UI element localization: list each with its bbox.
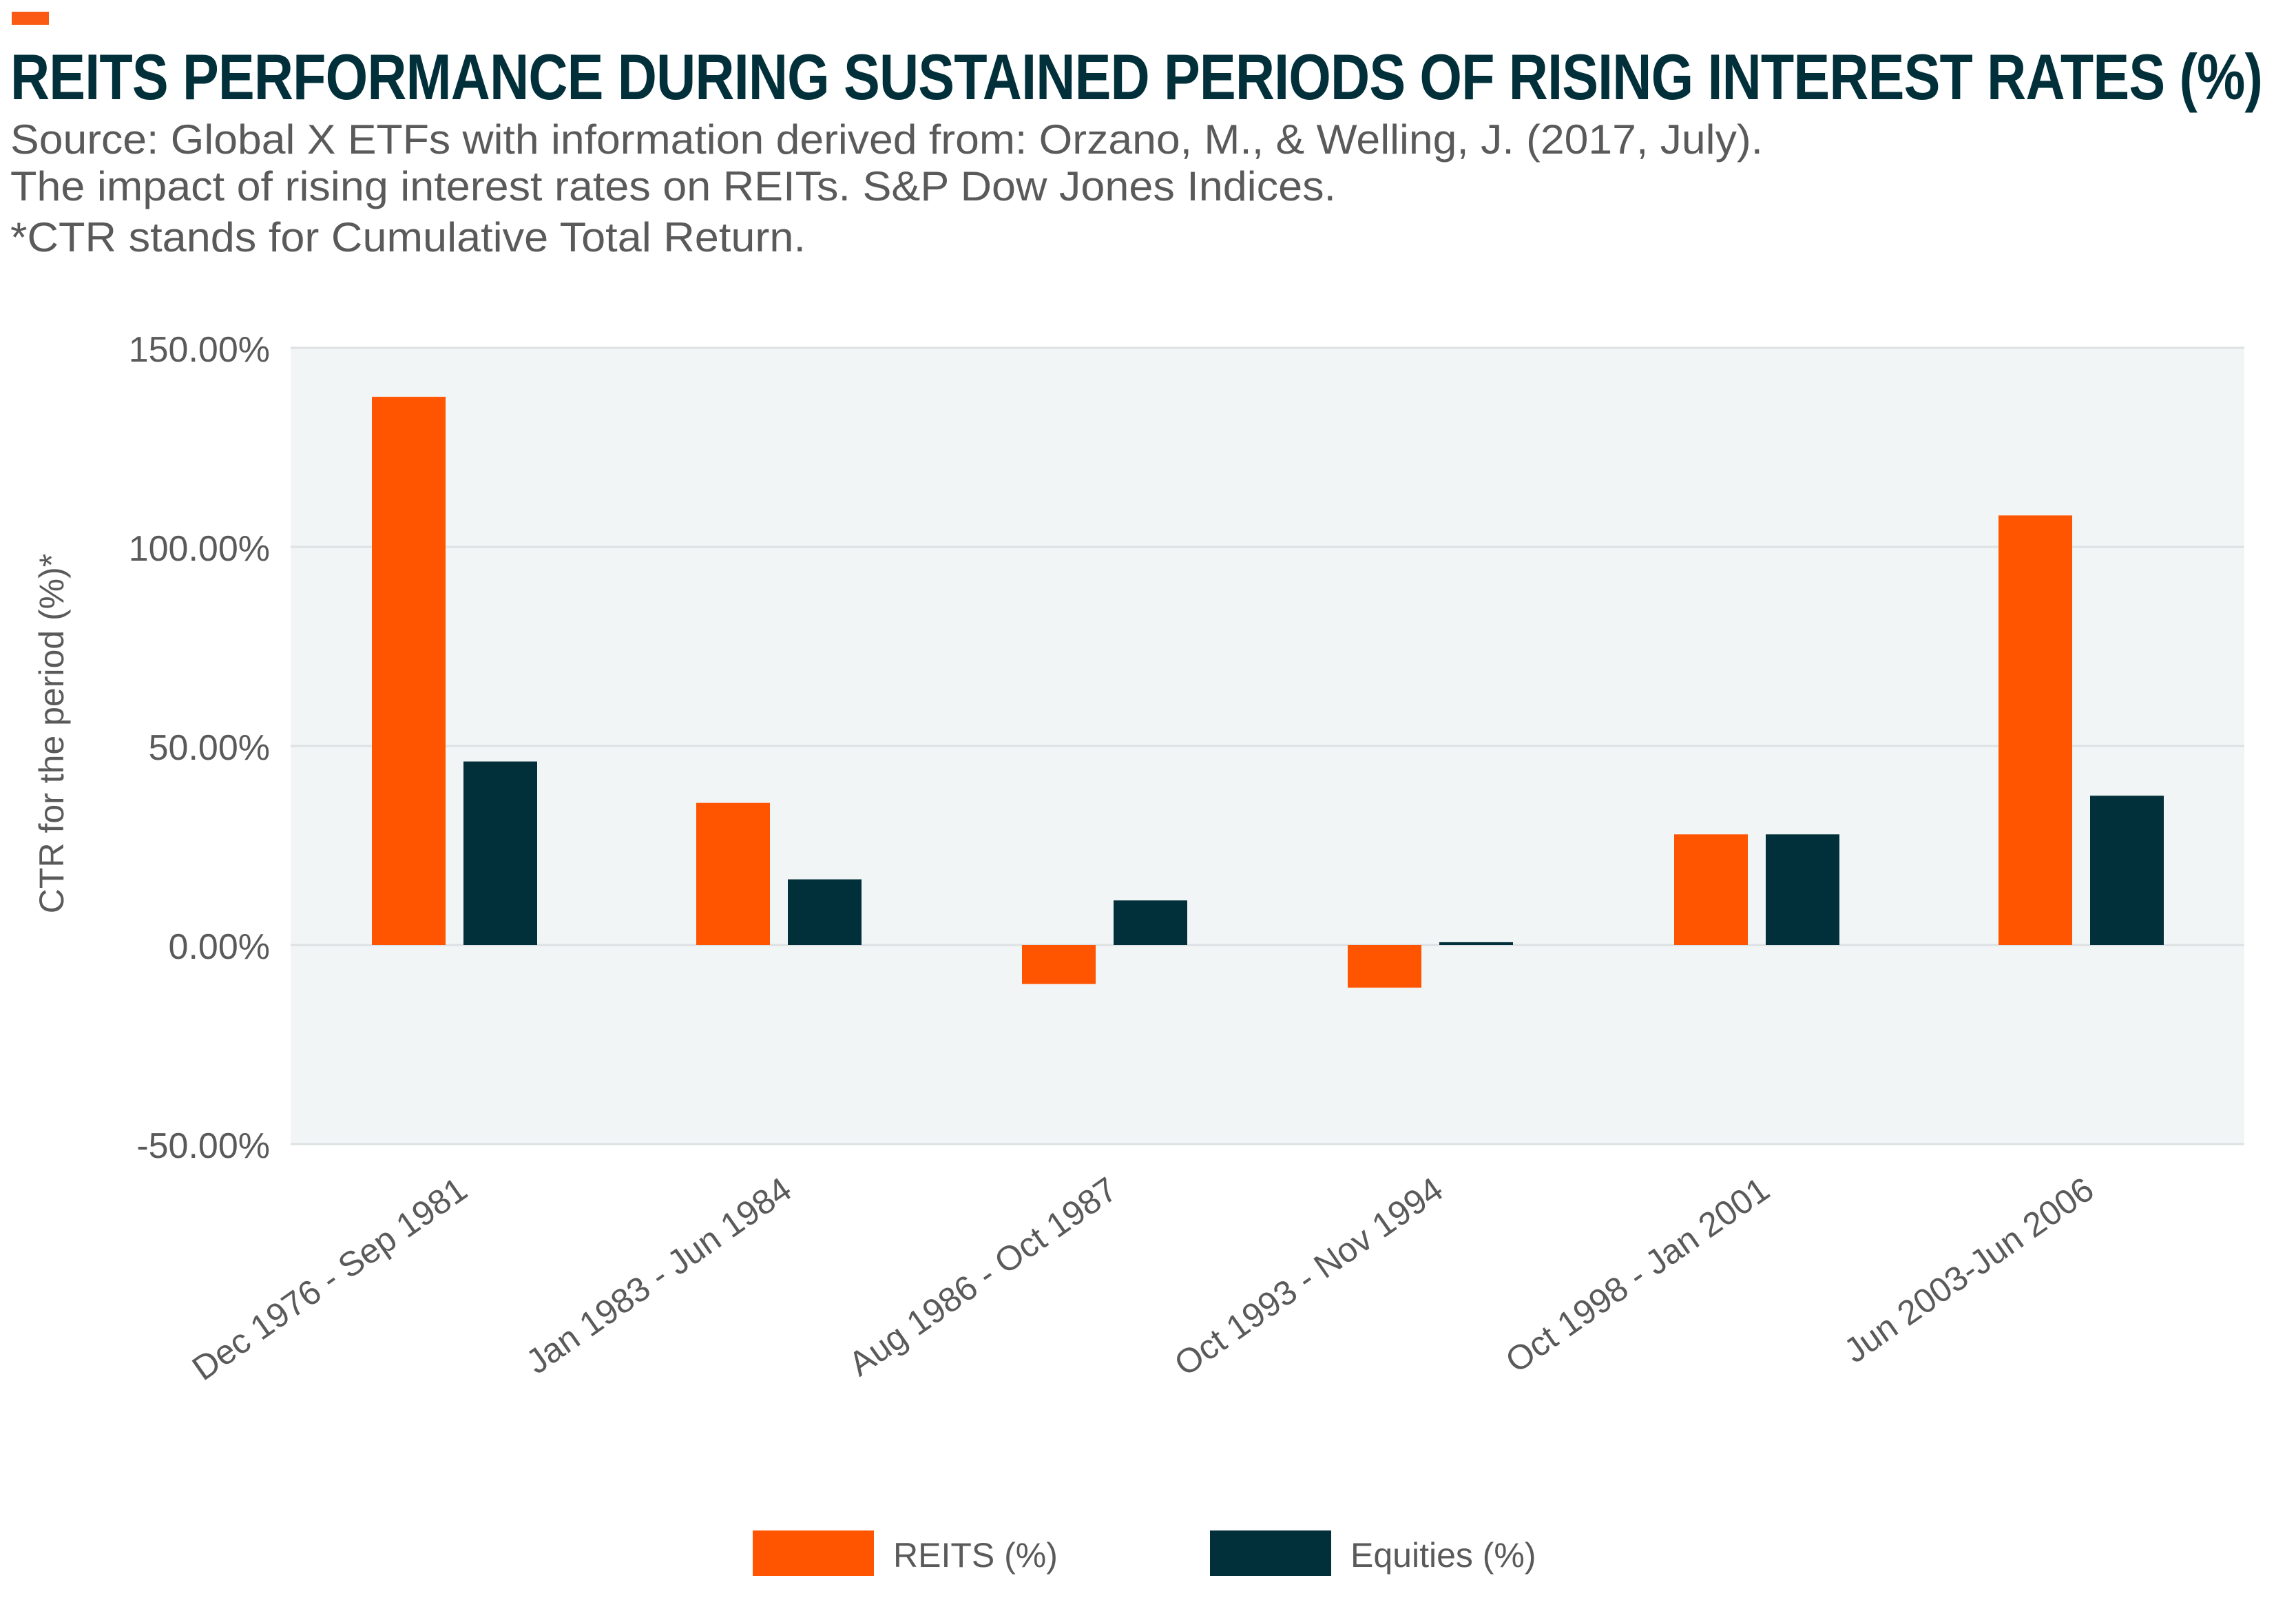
x-tick-label: Oct 1993 - Nov 1994: [1167, 1170, 1450, 1384]
legend-label: REITS (%): [893, 1536, 1058, 1575]
x-tick-label: Aug 1986 - Oct 1987: [842, 1170, 1124, 1384]
bar-equities: [1114, 900, 1187, 945]
x-tick-label: Oct 1998 - Jan 2001: [1499, 1170, 1776, 1380]
subtitle-line-3: *CTR stands for Cumulative Total Return.: [10, 214, 806, 260]
bar-reits: [696, 802, 770, 945]
bar-reits: [372, 397, 446, 945]
accent-bar: [12, 12, 49, 25]
bar-equities: [1439, 942, 1513, 945]
bar-equities: [788, 879, 862, 945]
bar-equities: [1766, 834, 1839, 945]
subtitle-line-1: Source: Global X ETFs with information d…: [10, 116, 1764, 163]
y-tick-label: 50.00%: [149, 728, 270, 768]
bar-reits: [1022, 945, 1096, 984]
page-title: REITS PERFORMANCE DURING SUSTAINED PERIO…: [10, 41, 2263, 113]
y-tick-label: 0.00%: [169, 927, 270, 967]
x-tick-label: Dec 1976 - Sep 1981: [185, 1170, 474, 1388]
y-tick-label: 150.00%: [129, 330, 270, 370]
bar-equities: [463, 761, 537, 945]
x-tick-label: Jun 2003-Jun 2006: [1837, 1170, 2100, 1370]
x-tick-label: Jan 1983 - Jun 1984: [519, 1170, 799, 1381]
legend-label: Equities (%): [1350, 1536, 1536, 1575]
legend-swatch-equities: [1210, 1530, 1331, 1576]
legend-swatch-reits: [753, 1530, 874, 1576]
y-tick-label: -50.00%: [136, 1126, 270, 1166]
y-tick-label: 100.00%: [129, 529, 270, 569]
bar-reits: [1998, 515, 2072, 945]
bar-equities: [2090, 796, 2164, 945]
y-axis-title: CTR for the period (%)*: [32, 554, 71, 913]
bar-reits: [1348, 945, 1421, 988]
bar-reits: [1674, 834, 1748, 945]
subtitle-line-2: The impact of rising interest rates on R…: [10, 163, 1336, 209]
